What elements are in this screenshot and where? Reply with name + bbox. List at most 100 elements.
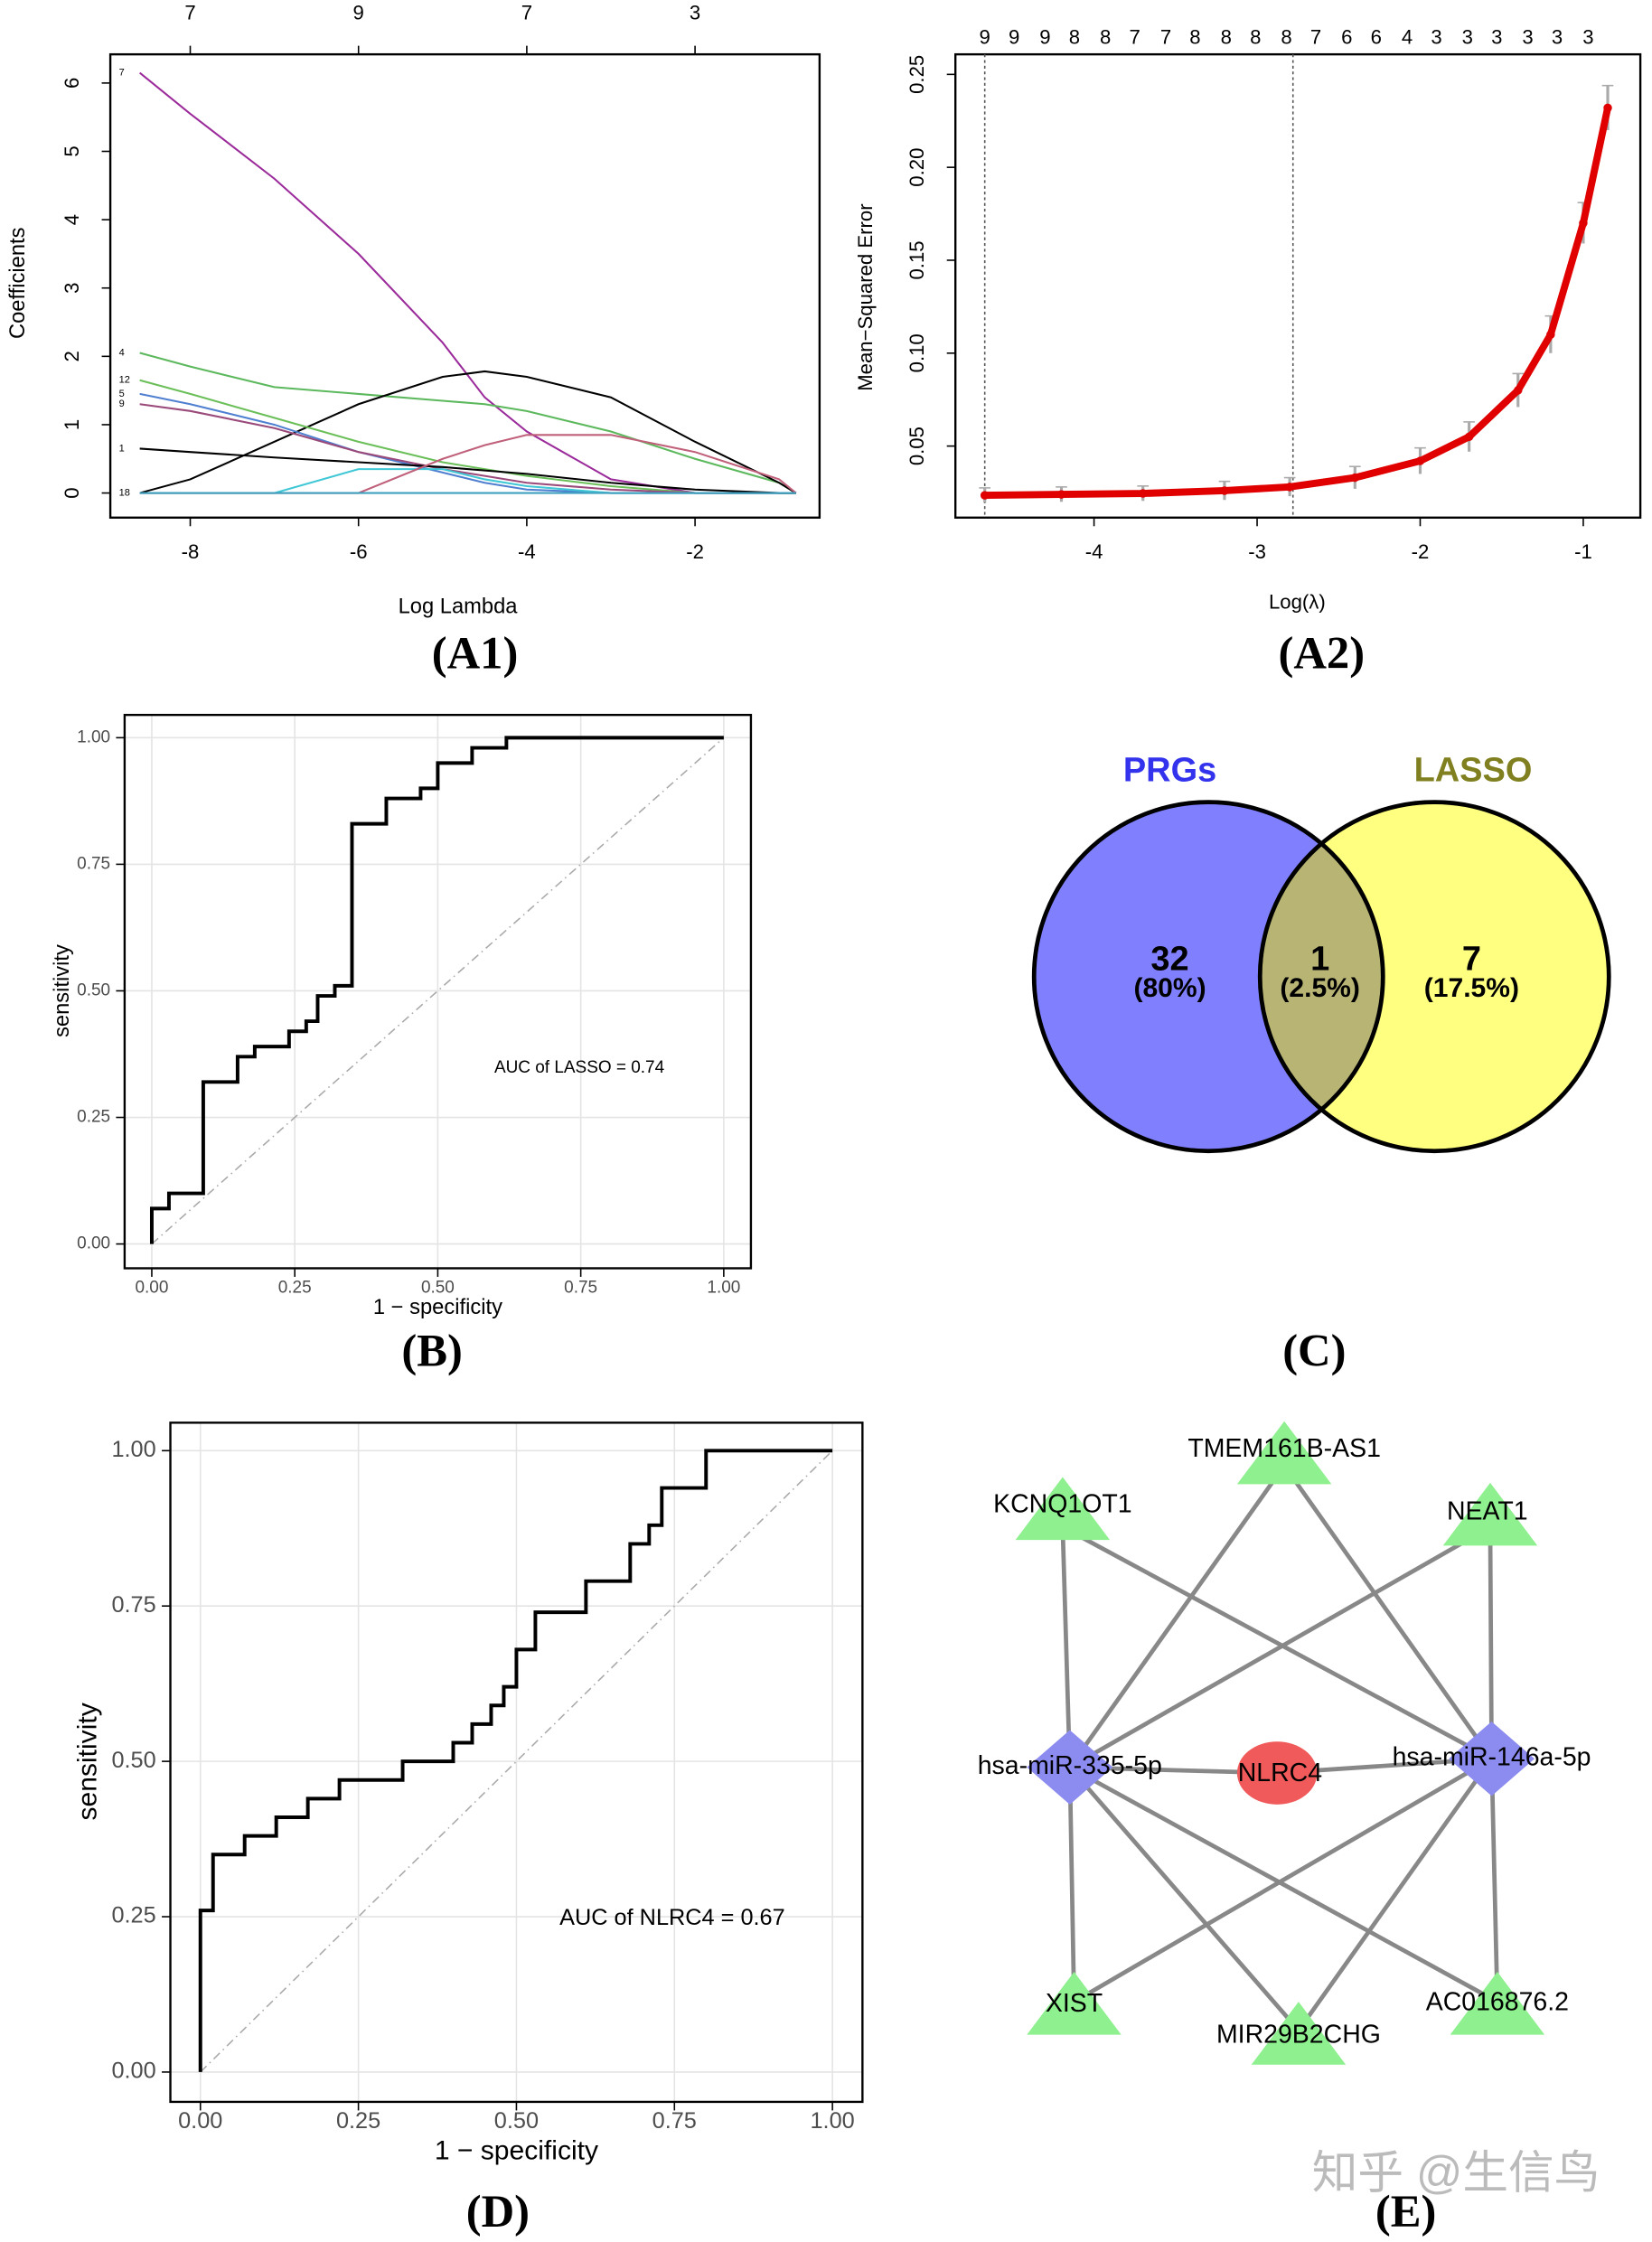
- panel-label: (D): [466, 2186, 530, 2237]
- edge: [1073, 1757, 1493, 2004]
- y-tick-label: 1.00: [111, 1437, 155, 1462]
- y-axis-label: sensitivity: [51, 944, 74, 1037]
- x2-tick-label: 8: [1281, 26, 1291, 49]
- y-axis-label: sensitivity: [72, 1703, 102, 1820]
- x2-tick-label: 7: [1310, 26, 1321, 49]
- y-tick-label: 0.25: [77, 1108, 110, 1127]
- y-tick-label: 1: [61, 419, 83, 430]
- x2-tick-label: 6: [1341, 26, 1352, 49]
- mse-point: [1138, 489, 1148, 498]
- y-tick-label: 0.50: [77, 980, 110, 999]
- venn-percent: (80%): [1133, 973, 1206, 1003]
- lncrna-node: [1450, 1971, 1545, 2035]
- y-tick-label: 6: [61, 78, 83, 89]
- node-label: NLRC4: [1238, 1759, 1322, 1787]
- panel-label: (B): [401, 1326, 462, 1376]
- x-tick-label: -1: [1574, 540, 1592, 563]
- annotation: AUC of LASSO = 0.74: [494, 1058, 664, 1077]
- edge: [1282, 1464, 1494, 1760]
- lncrna-node: [1442, 1482, 1538, 1546]
- x-tick-label: -8: [182, 540, 200, 563]
- x2-tick-label: 3: [1582, 26, 1593, 49]
- venn-label: LASSO: [1414, 751, 1533, 789]
- reference-diagonal: [151, 736, 725, 1245]
- x2-tick-label: 7: [521, 2, 532, 24]
- x2-tick-label: 8: [1189, 26, 1200, 49]
- edge: [1060, 1526, 1073, 1768]
- plot-frame: [108, 52, 821, 519]
- y-axis-label: Mean−Squared Error: [854, 203, 877, 390]
- x-tick-label: 0.00: [135, 1279, 168, 1298]
- edge: [1068, 1765, 1499, 2004]
- x2-tick-label: 3: [1431, 26, 1441, 49]
- y-tick-label: 5: [61, 145, 83, 156]
- x2-tick-label: 7: [184, 2, 195, 24]
- node-label: MIR29B2CHG: [1216, 2021, 1381, 2050]
- x-tick-label: 1.00: [707, 1279, 740, 1298]
- x-tick-label: -4: [1085, 540, 1103, 563]
- x2-tick-label: 8: [1221, 26, 1232, 49]
- y-tick-label: 0.50: [111, 1748, 155, 1773]
- y-tick-label: 0.00: [111, 2059, 155, 2084]
- series-label: 5: [119, 389, 125, 399]
- lncrna-node: [1027, 1971, 1122, 2035]
- x-tick-label: 0.75: [652, 2108, 697, 2134]
- series-label: 4: [119, 347, 125, 358]
- mse-point: [1056, 490, 1066, 499]
- venn-count: 32: [1150, 940, 1188, 978]
- gene-node: [1236, 1741, 1318, 1805]
- x-tick-label: -2: [1412, 540, 1430, 563]
- node-label: XIST: [1046, 1989, 1103, 2018]
- x-axis-label: 1 − specificity: [435, 2135, 598, 2165]
- edge: [1068, 1524, 1492, 1769]
- venn-outline: [1031, 800, 1385, 1154]
- lncrna-node: [1015, 1477, 1111, 1541]
- venn-percent: (17.5%): [1424, 973, 1519, 1003]
- edge: [1067, 1766, 1300, 2032]
- node-label: TMEM161B-AS1: [1187, 1434, 1381, 1463]
- venn-outline: [1257, 800, 1611, 1154]
- x2-tick-label: 6: [1371, 26, 1382, 49]
- venn-label: PRGs: [1123, 751, 1216, 789]
- panel-label: (A1): [432, 627, 519, 678]
- x2-tick-label: 8: [1100, 26, 1111, 49]
- mse-point: [1546, 330, 1555, 339]
- lncrna-node: [1236, 1421, 1332, 1485]
- y-tick-label: 0.75: [77, 854, 110, 873]
- x2-tick-label: 8: [1250, 26, 1261, 49]
- annotation: AUC of NLRC4 = 0.67: [559, 1905, 785, 1930]
- edge: [1067, 1464, 1287, 1769]
- coef-line: [139, 370, 797, 494]
- watermark: 知乎 @生信鸟: [1312, 2147, 1600, 2199]
- coef-line: [139, 352, 797, 494]
- y-tick-label: 1.00: [77, 727, 110, 746]
- x-tick-label: 0.50: [494, 2108, 539, 2134]
- mse-point: [980, 491, 990, 500]
- x2-tick-label: 8: [1069, 26, 1080, 49]
- venn-percent: (2.5%): [1280, 973, 1360, 1003]
- x2-tick-label: 3: [690, 2, 700, 24]
- mse-point: [1514, 386, 1523, 395]
- lncrna-node: [1251, 2002, 1347, 2065]
- series-label: 12: [119, 375, 130, 386]
- venn-overlap: [1260, 802, 1384, 1151]
- panel-label: (A2): [1278, 627, 1365, 678]
- x-tick-label: 0.25: [336, 2108, 380, 2134]
- mse-point: [1350, 473, 1360, 483]
- node-label: KCNQ1OT1: [993, 1490, 1131, 1519]
- x-tick-label: 0.25: [278, 1279, 312, 1298]
- x-tick-label: -6: [350, 540, 368, 563]
- edge: [1061, 1524, 1493, 1761]
- reference-diagonal: [200, 1449, 833, 2073]
- node-label: AC016876.2: [1426, 1987, 1569, 2016]
- series-label: 7: [119, 67, 125, 78]
- y-tick-label: 0.25: [906, 55, 928, 94]
- y-tick-label: 3: [61, 283, 83, 294]
- x2-tick-label: 9: [1039, 26, 1050, 49]
- series-label: 18: [119, 487, 130, 498]
- x2-tick-label: 9: [980, 26, 990, 49]
- x-tick-label: 0.50: [421, 1279, 455, 1298]
- x-tick-label: -3: [1248, 540, 1266, 563]
- x2-tick-label: 3: [1491, 26, 1502, 49]
